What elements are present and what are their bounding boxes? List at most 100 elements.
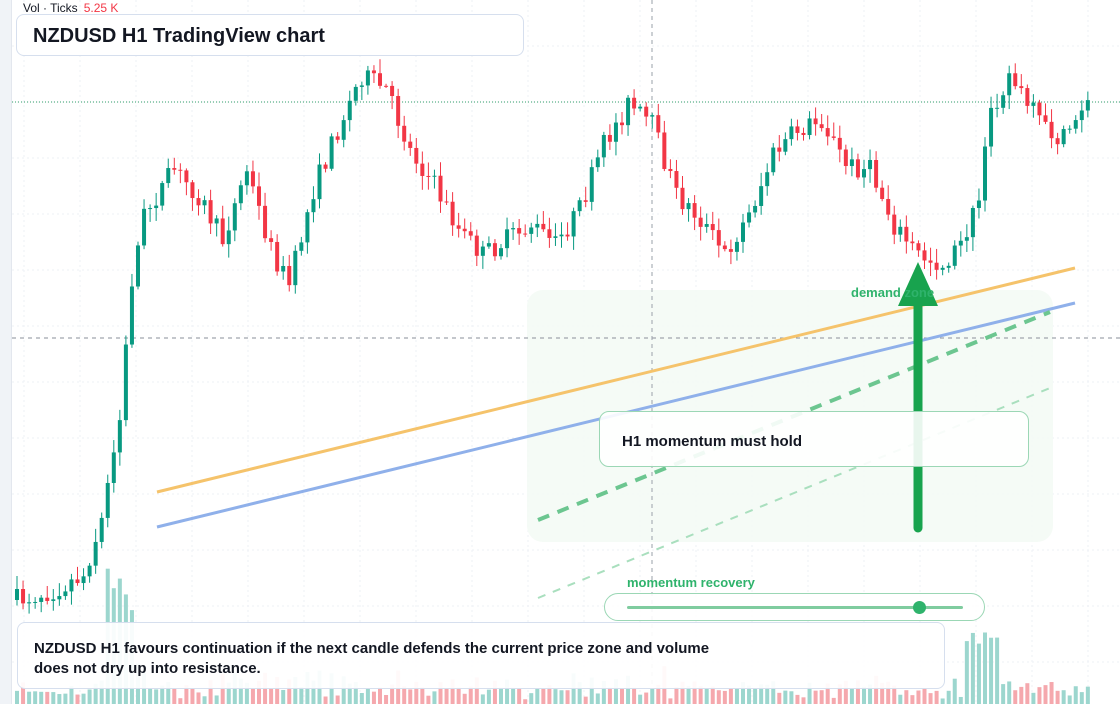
candle-body xyxy=(21,589,26,604)
candle-body xyxy=(898,226,903,235)
candle-body xyxy=(263,205,268,239)
volume-bar xyxy=(940,698,945,704)
candle-body xyxy=(426,175,431,177)
volume-legend-value: 5.25 K xyxy=(83,1,119,15)
volume-bar xyxy=(63,693,68,704)
volume-bar xyxy=(722,690,727,704)
volume-bar xyxy=(202,696,207,704)
candle-body xyxy=(964,237,969,241)
candle-body xyxy=(1019,86,1024,89)
candle-body xyxy=(517,228,522,234)
candle-body xyxy=(1043,115,1048,122)
candle-body xyxy=(874,160,879,188)
candle-body xyxy=(698,217,703,227)
candle-body xyxy=(456,225,461,229)
left-toolbar-rail[interactable] xyxy=(0,0,12,704)
volume-bar xyxy=(783,690,788,704)
candle-body xyxy=(111,452,116,483)
volume-legend-label: Vol · Ticks xyxy=(23,1,78,15)
volume-bar xyxy=(789,691,794,704)
candle-body xyxy=(759,186,764,206)
volume-bar xyxy=(365,688,370,704)
volume-bar xyxy=(523,699,528,704)
candle-body xyxy=(910,241,915,244)
volume-bar xyxy=(341,676,346,704)
volume-bar xyxy=(668,698,673,704)
candle-body xyxy=(1049,121,1054,139)
volume-bar xyxy=(208,680,213,704)
candle-body xyxy=(384,85,389,87)
volume-bar xyxy=(172,688,177,704)
volume-bar xyxy=(565,690,570,704)
candle-body xyxy=(468,231,473,236)
candle-body xyxy=(819,124,824,129)
candle-body xyxy=(686,203,691,210)
candle-body xyxy=(680,187,685,210)
volume-bar xyxy=(287,679,292,704)
volume-bar xyxy=(577,682,582,704)
candle-body xyxy=(287,265,292,286)
candle-body xyxy=(281,265,286,272)
candle-body xyxy=(1007,73,1012,96)
volume-bar xyxy=(898,694,903,704)
candle-body xyxy=(462,228,467,232)
candle-body xyxy=(1079,110,1084,121)
candle-body xyxy=(849,159,854,167)
candle-body xyxy=(499,248,503,257)
candle-body xyxy=(638,106,643,109)
candle-body xyxy=(613,122,618,142)
candles xyxy=(15,59,1090,614)
candle-body xyxy=(825,128,830,137)
volume-bar xyxy=(686,685,691,704)
candle-body xyxy=(75,579,80,584)
candle-body xyxy=(365,70,370,86)
candle-body xyxy=(378,73,382,86)
volume-bar xyxy=(57,694,62,704)
momentum-slider-thumb[interactable] xyxy=(912,601,926,614)
volume-bar xyxy=(934,690,939,704)
volume-bar xyxy=(1073,686,1078,704)
candle-body xyxy=(129,286,134,345)
volume-bar xyxy=(976,643,981,704)
volume-bar xyxy=(93,683,98,704)
momentum-slider-track[interactable] xyxy=(627,606,963,609)
volume-bar xyxy=(698,686,703,704)
candle-body xyxy=(226,230,231,245)
candle-body xyxy=(789,126,794,140)
candle-body xyxy=(420,163,425,176)
volume-bar xyxy=(1031,692,1036,704)
candle-body xyxy=(438,175,443,202)
volume-bar xyxy=(837,684,842,704)
candle-body xyxy=(934,262,939,270)
candle-body xyxy=(323,164,328,169)
volume-bar xyxy=(692,681,697,704)
candle-body xyxy=(511,228,516,230)
candle-body xyxy=(753,205,758,213)
volume-bar xyxy=(644,692,649,704)
volume-bar xyxy=(293,676,298,704)
candle-body xyxy=(704,224,709,227)
volume-bar xyxy=(892,685,897,704)
volume-bar xyxy=(595,693,600,704)
candle-body xyxy=(390,85,395,97)
candle-body xyxy=(172,168,177,170)
volume-bar xyxy=(281,689,286,704)
candle-body xyxy=(922,250,927,261)
volume-bar xyxy=(529,693,534,704)
volume-bar xyxy=(1079,692,1084,704)
candle-body xyxy=(15,589,19,600)
candle-body xyxy=(505,229,510,249)
candle-body xyxy=(831,136,836,138)
volume-bar xyxy=(728,687,733,704)
volume-bar xyxy=(747,685,752,704)
candle-body xyxy=(329,136,334,169)
candle-body xyxy=(807,118,812,135)
candle-body xyxy=(480,246,485,256)
volume-bar xyxy=(680,681,685,704)
volume-bar xyxy=(626,675,631,704)
candle-body xyxy=(1085,100,1090,111)
candle-body xyxy=(335,136,340,140)
candle-body xyxy=(1001,95,1006,108)
momentum-slider[interactable] xyxy=(604,593,985,621)
candle-body xyxy=(668,168,673,172)
